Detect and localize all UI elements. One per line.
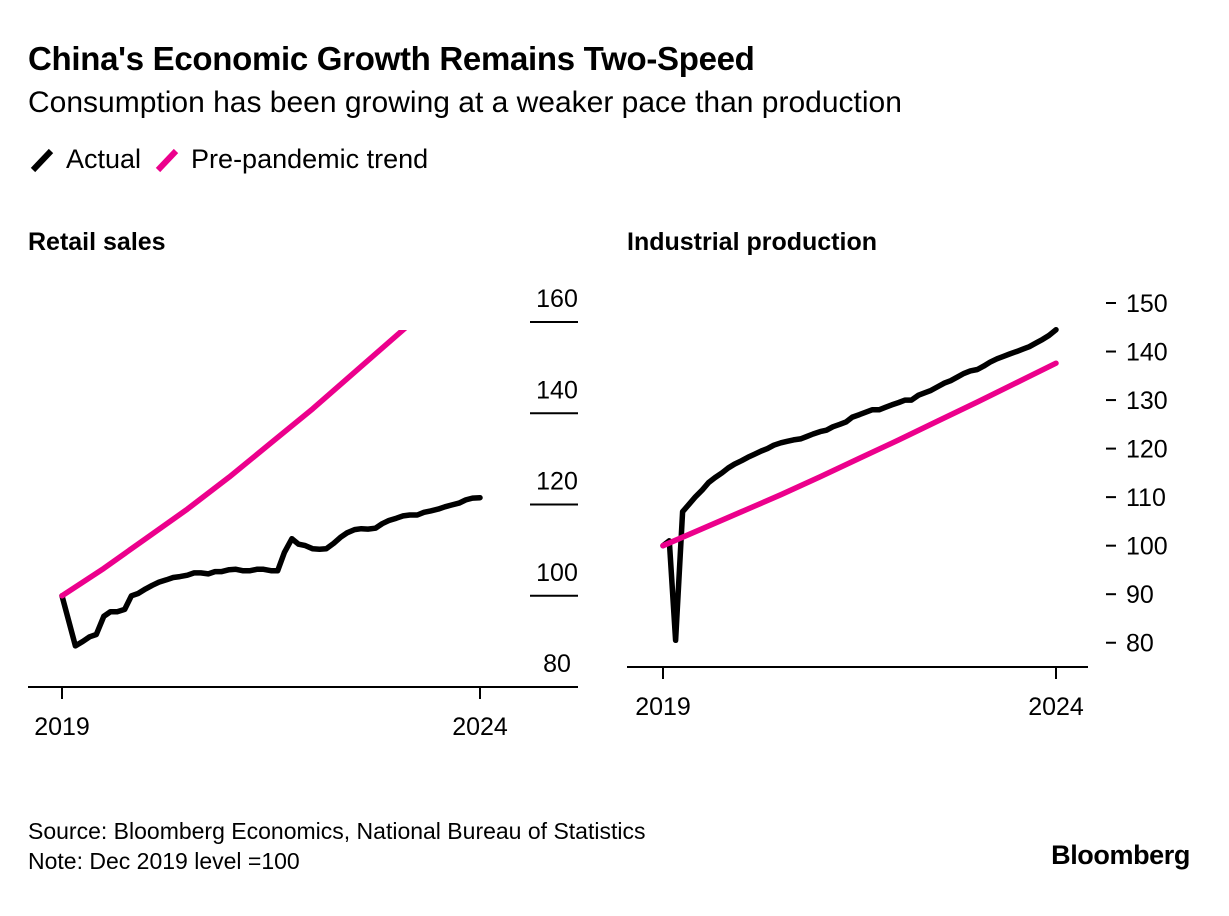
x-tick-label: 2019 (635, 693, 691, 721)
legend-item-actual: Actual (28, 144, 141, 175)
bloomberg-logo: Bloomberg (1051, 840, 1190, 870)
legend-label-trend: Pre-pandemic trend (191, 144, 429, 174)
series-line-pre-pandemic-trend (59, 330, 408, 599)
chart-subtitle: Consumption has been growing at a weaker… (28, 86, 902, 119)
chart-title: China's Economic Growth Remains Two-Spee… (28, 40, 755, 77)
y-tick-label: 110 (1126, 484, 1166, 512)
y-tick-label: 130 (1126, 387, 1168, 415)
legend: Actual Pre-pandemic trend (28, 144, 440, 175)
y-tick-label: 100 (1126, 533, 1168, 561)
series-line-actual (59, 494, 483, 649)
footer: Source: Bloomberg Economics, National Bu… (28, 816, 645, 876)
industrial-panel-title: Industrial production (627, 228, 877, 256)
y-tick-label: 160 (536, 285, 578, 313)
source-note: Source: Bloomberg Economics, National Bu… (28, 818, 646, 844)
x-tick-label: 2024 (452, 713, 508, 741)
y-tick-label: 90 (1126, 581, 1154, 609)
series-line-pre-pandemic-trend (660, 360, 1059, 549)
y-tick-label: 150 (1126, 290, 1168, 318)
y-tick-label: 80 (1126, 630, 1154, 658)
data-note: Note: Dec 2019 level =100 (28, 848, 300, 874)
legend-swatch-trend (155, 148, 179, 172)
legend-swatch-actual (30, 148, 54, 172)
x-tick-label: 2019 (34, 713, 90, 741)
legend-label-actual: Actual (66, 144, 142, 174)
y-tick-label: 100 (536, 559, 578, 587)
y-tick-label: 140 (1126, 339, 1168, 367)
retail-panel-title: Retail sales (28, 228, 166, 256)
x-tick-label: 2024 (1028, 693, 1084, 721)
series-line-actual (660, 326, 1059, 644)
legend-item-trend: Pre-pandemic trend (153, 144, 428, 175)
y-tick-label: 120 (1126, 436, 1168, 464)
y-tick-label: 80 (543, 650, 571, 678)
y-tick-label: 120 (536, 468, 578, 496)
y-tick-label: 140 (536, 376, 578, 404)
